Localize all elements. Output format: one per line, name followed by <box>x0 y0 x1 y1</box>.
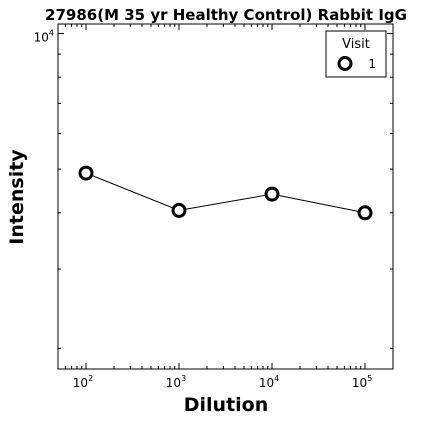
series-line-0 <box>86 173 365 213</box>
x-tick-label-1: 103 <box>166 374 186 390</box>
chart-title: 27986(M 35 yr Healthy Control) Rabbit Ig… <box>45 6 407 24</box>
data-point-0-3 <box>359 207 371 219</box>
x-tick-label-2: 104 <box>259 374 279 390</box>
data-point-0-2 <box>266 188 278 200</box>
x-axis-label: Dilution <box>184 394 269 416</box>
legend-entry-label: 1 <box>368 57 376 71</box>
x-tick-label-0: 102 <box>73 374 93 390</box>
legend-marker <box>339 58 351 70</box>
legend: Visit 1 <box>326 31 386 77</box>
series-layer <box>80 167 371 219</box>
data-point-0-1 <box>173 204 185 216</box>
data-point-0-0 <box>80 167 92 179</box>
y-tick-label-0: 104 <box>34 29 54 45</box>
x-axis: 102 103 104 105 <box>73 24 372 390</box>
legend-title: Visit <box>342 37 370 52</box>
y-axis-label: Intensity <box>6 149 28 245</box>
x-tick-label-3: 105 <box>352 374 372 390</box>
